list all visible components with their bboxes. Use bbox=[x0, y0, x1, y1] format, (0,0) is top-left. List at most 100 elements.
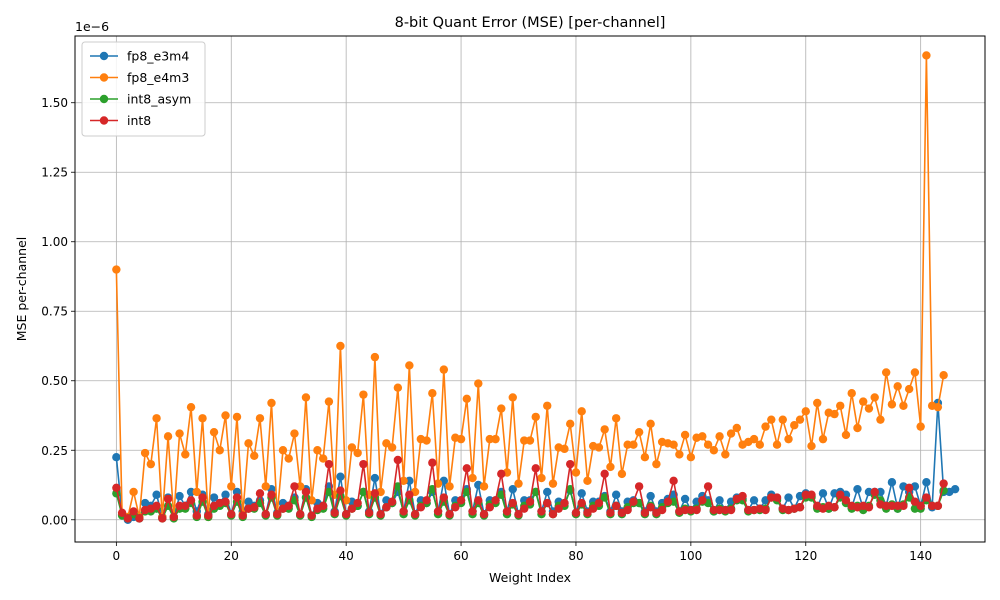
data-point bbox=[192, 487, 201, 497]
data-point bbox=[221, 490, 230, 499]
data-point bbox=[600, 425, 609, 434]
data-point bbox=[169, 512, 179, 522]
y-axis-label: MSE per-channel bbox=[14, 237, 29, 342]
data-point bbox=[893, 382, 902, 391]
data-point bbox=[790, 421, 799, 430]
data-point bbox=[881, 368, 891, 377]
data-point bbox=[904, 384, 914, 394]
data-point bbox=[841, 430, 851, 440]
data-point bbox=[181, 450, 190, 459]
data-point bbox=[836, 401, 845, 410]
data-point bbox=[640, 508, 650, 518]
data-point bbox=[175, 501, 184, 511]
x-tick-label: 20 bbox=[224, 549, 239, 563]
data-point bbox=[715, 496, 724, 505]
data-point bbox=[123, 514, 133, 523]
data-point bbox=[617, 469, 627, 479]
data-point bbox=[359, 459, 368, 469]
data-point bbox=[227, 482, 236, 491]
legend-box bbox=[81, 41, 206, 137]
data-point bbox=[307, 511, 316, 520]
data-point bbox=[192, 511, 201, 520]
data-point bbox=[209, 427, 219, 437]
data-point bbox=[238, 511, 247, 520]
data-point bbox=[709, 446, 719, 455]
data-point bbox=[818, 489, 828, 498]
data-point bbox=[428, 458, 437, 467]
data-point bbox=[577, 498, 586, 508]
data-point bbox=[629, 440, 638, 449]
x-tick-label: 120 bbox=[794, 549, 817, 563]
data-point bbox=[341, 510, 351, 519]
data-point bbox=[376, 510, 385, 519]
data-point bbox=[795, 503, 805, 512]
data-point bbox=[158, 514, 167, 523]
data-point bbox=[939, 370, 948, 380]
data-point bbox=[215, 446, 224, 455]
data-point bbox=[703, 482, 713, 491]
data-point bbox=[273, 510, 282, 519]
data-point bbox=[669, 497, 678, 506]
data-point bbox=[324, 459, 334, 469]
data-point bbox=[859, 397, 868, 406]
data-point bbox=[353, 498, 362, 508]
data-point bbox=[290, 429, 299, 438]
legend-label: int8 bbox=[127, 113, 151, 128]
data-point bbox=[152, 490, 161, 499]
x-tick-label: 140 bbox=[909, 549, 932, 563]
data-point bbox=[485, 503, 494, 512]
data-point bbox=[485, 434, 494, 444]
data-point bbox=[611, 501, 621, 511]
data-point bbox=[370, 352, 380, 362]
data-point bbox=[399, 476, 408, 486]
data-point bbox=[881, 501, 891, 511]
data-point bbox=[301, 393, 311, 402]
data-point bbox=[112, 483, 121, 492]
data-point bbox=[209, 493, 219, 502]
data-point bbox=[462, 464, 472, 473]
data-point bbox=[560, 498, 569, 508]
data-point bbox=[698, 496, 707, 505]
data-point bbox=[198, 414, 207, 423]
data-point bbox=[772, 440, 782, 449]
data-point bbox=[456, 434, 466, 444]
legend-item: fp8_e3m4 bbox=[90, 49, 189, 64]
data-point bbox=[577, 489, 586, 498]
y-offset-text: 1e−6 bbox=[75, 19, 109, 34]
data-point bbox=[692, 505, 701, 515]
data-point bbox=[887, 400, 897, 409]
y-tick-label: 0.00 bbox=[41, 513, 68, 527]
data-point bbox=[767, 493, 776, 502]
data-point bbox=[715, 432, 724, 441]
data-point bbox=[755, 440, 764, 449]
data-point bbox=[163, 494, 173, 504]
data-point bbox=[186, 496, 196, 505]
data-point bbox=[135, 514, 144, 523]
legend-item: int8_asym bbox=[90, 92, 191, 107]
data-point bbox=[422, 496, 431, 505]
data-point bbox=[428, 389, 437, 398]
data-point bbox=[646, 419, 655, 429]
data-point bbox=[353, 448, 362, 458]
data-point bbox=[181, 501, 190, 511]
data-point bbox=[296, 482, 305, 491]
data-point bbox=[508, 498, 517, 508]
series-int8 bbox=[112, 455, 948, 523]
data-point bbox=[646, 491, 655, 501]
data-point bbox=[543, 487, 552, 497]
data-point bbox=[916, 501, 925, 511]
data-point bbox=[566, 419, 575, 429]
data-point bbox=[583, 476, 592, 486]
data-point bbox=[433, 507, 443, 516]
data-point bbox=[296, 510, 305, 519]
data-point bbox=[939, 479, 948, 488]
data-point bbox=[479, 510, 489, 519]
data-point bbox=[198, 493, 207, 502]
data-point bbox=[261, 482, 270, 491]
data-point bbox=[508, 393, 517, 402]
data-point bbox=[267, 490, 276, 499]
data-point bbox=[830, 503, 839, 512]
data-point bbox=[284, 501, 293, 511]
data-point bbox=[571, 468, 581, 477]
